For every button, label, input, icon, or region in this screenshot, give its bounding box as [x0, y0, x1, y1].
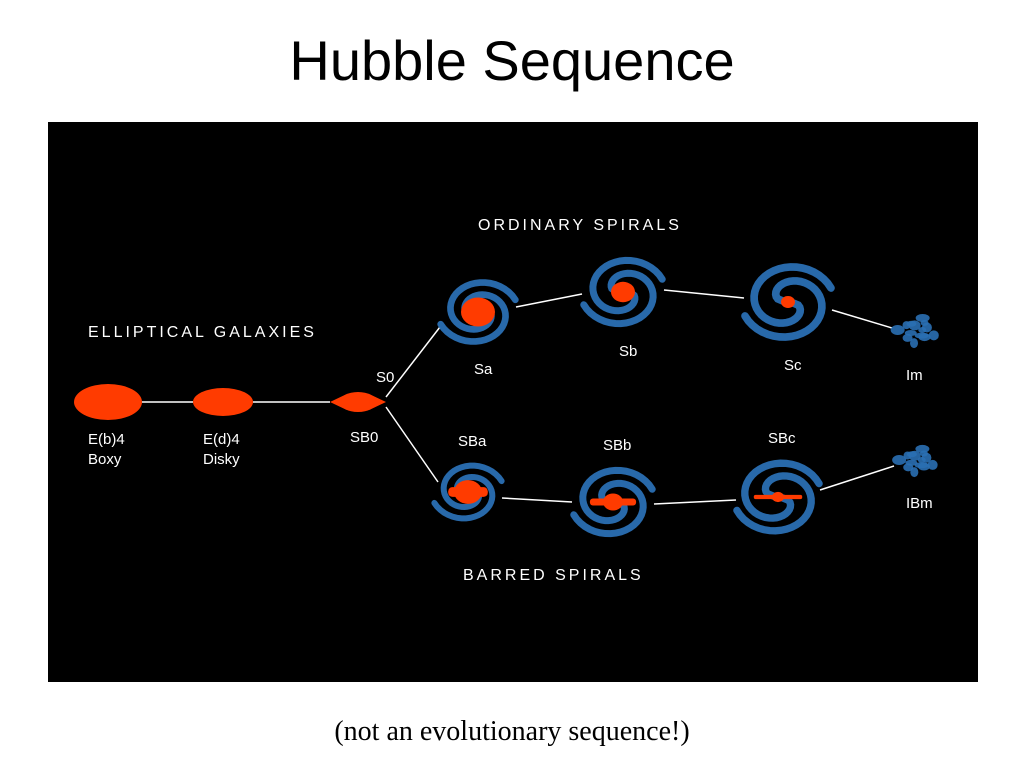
section-label-ordinary: ORDINARY SPIRALS — [478, 217, 682, 235]
svg-text:Boxy: Boxy — [88, 451, 122, 468]
diagram-svg: E(b)4 Boxy E(d)4 Disky S0 SB0 Sa Sb Sc SBa SBb SBc I… — [48, 122, 978, 682]
svg-text:SBc: SBc — [768, 430, 796, 447]
svg-text:Sa: Sa — [474, 361, 493, 378]
section-label-elliptical: ELLIPTICAL GALAXIES — [88, 324, 317, 342]
section-label-barred: BARRED SPIRALS — [463, 567, 644, 585]
hubble-diagram: E(b)4 Boxy E(d)4 Disky S0 SB0 Sa Sb Sc SBa SBb SBc I… — [48, 122, 978, 682]
svg-text:Disky: Disky — [203, 451, 240, 468]
page-title: Hubble Sequence — [0, 0, 1024, 111]
svg-text:S0: S0 — [376, 369, 394, 386]
svg-text:SBa: SBa — [458, 433, 487, 450]
svg-text:E(d)4: E(d)4 — [203, 431, 240, 448]
svg-text:Sc: Sc — [784, 357, 802, 374]
caption-text: (not an evolutionary sequence!) — [0, 716, 1024, 748]
svg-text:E(b)4: E(b)4 — [88, 431, 125, 448]
svg-text:Sb: Sb — [619, 343, 637, 360]
svg-text:Im: Im — [906, 367, 923, 384]
svg-text:SBb: SBb — [603, 437, 631, 454]
svg-text:SB0: SB0 — [350, 429, 378, 446]
svg-text:IBm: IBm — [906, 495, 933, 512]
